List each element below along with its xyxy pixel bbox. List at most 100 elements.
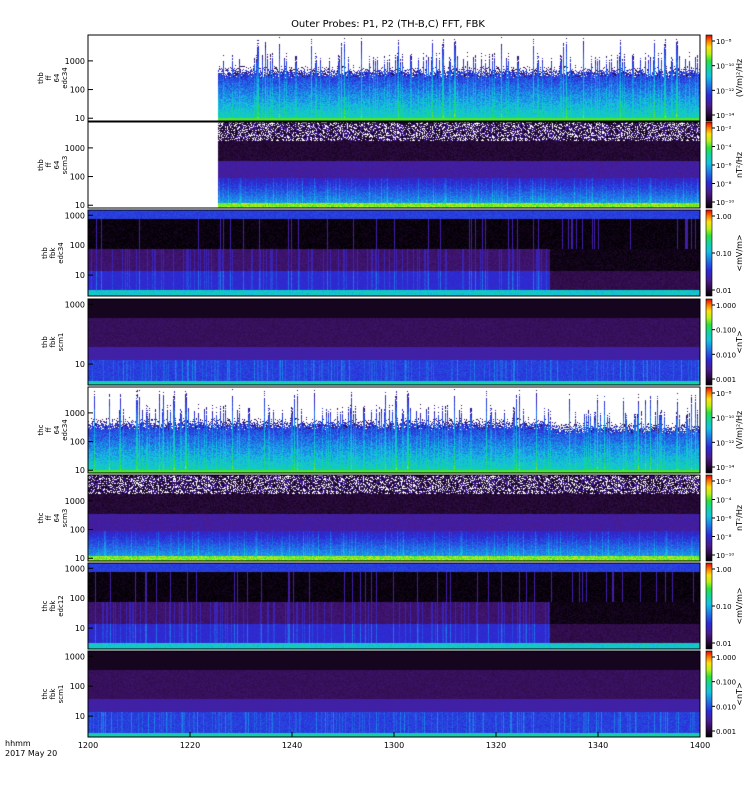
- y-tick-label: 10: [75, 554, 85, 563]
- colorbar-tick-label: 1.000: [716, 302, 736, 310]
- panel-frame: [87, 298, 701, 386]
- panel-ylabel: thc ff 64 edc34: [37, 419, 69, 441]
- ylabel-line: edc34: [61, 67, 69, 89]
- spectrogram-image: [88, 122, 700, 208]
- ylabel-line: thc: [37, 424, 45, 435]
- x-tick-label: 1340: [588, 741, 608, 750]
- colorbar-tick-label: 10⁻¹⁰: [716, 63, 734, 71]
- panel-ylabel: thb fbk scm1: [41, 333, 65, 352]
- colorbar-tick-label: 10⁻¹²: [716, 87, 734, 95]
- colorbar-tick-label: 0.010: [716, 351, 736, 359]
- panel-ylabel: thb ff 64 scm3: [37, 156, 69, 175]
- colorbar-unit: <mV/m>: [735, 587, 744, 624]
- footer-date: 2017 May 20: [5, 749, 57, 758]
- colorbar-tick-label: 10⁻²: [716, 478, 732, 486]
- y-tick-label: 1000: [65, 564, 85, 573]
- y-tick-label: 100: [70, 438, 85, 447]
- panel-ylabel: thc fbk scm1: [41, 685, 65, 704]
- colorbar-unit: (V/m)²/Hz: [735, 411, 744, 449]
- y-tick-label: 10: [75, 624, 85, 633]
- colorbar-tick-label: 10⁻⁶: [716, 162, 732, 170]
- colorbar-tick-label: 10⁻⁸: [716, 534, 732, 542]
- x-tick-label: 1300: [384, 741, 404, 750]
- y-tick-label: 100: [70, 526, 85, 535]
- panel-ylabel: thb fbk edc34: [41, 242, 65, 264]
- colorbar-tick-label: 1.00: [716, 213, 732, 221]
- ylabel-line: 64: [53, 425, 61, 434]
- colorbar-unit: nT²/Hz: [735, 505, 744, 531]
- colorbar-tick-label: 10⁻⁴: [716, 497, 732, 505]
- ylabel-line: scm1: [57, 333, 65, 352]
- y-tick-label: 10: [75, 466, 85, 475]
- y-tick-label: 100: [70, 86, 85, 95]
- x-tick-label: 1400: [690, 741, 710, 750]
- ylabel-line: 64: [53, 73, 61, 82]
- colorbar-unit: nT²/Hz: [735, 152, 744, 178]
- spectrogram-image: [88, 563, 700, 649]
- ylabel-line: thb: [41, 247, 49, 259]
- spectrogram-image: [88, 35, 700, 121]
- spectrogram-image: [88, 475, 700, 561]
- y-tick-label: 1000: [65, 211, 85, 220]
- colorbar-tick-label: 10⁻¹⁴: [716, 112, 734, 120]
- colorbar: [705, 474, 713, 562]
- panel-frame: [87, 386, 701, 474]
- ylabel-line: scm3: [61, 156, 69, 175]
- y-tick-label: 100: [70, 173, 85, 182]
- colorbar: [705, 209, 713, 297]
- spectrogram-panel: 10 100 1000 thb ff 64 scm3 10⁻² 10⁻⁴ 10⁻⁶ 10⁻⁸ 10⁻¹…: [37, 121, 744, 210]
- colorbar-tick-label: 0.001: [716, 728, 736, 736]
- colorbar-tick-label: 10⁻⁸: [716, 390, 732, 398]
- ylabel-line: thb: [37, 159, 45, 171]
- panel-ylabel: thc fbk edc12: [41, 595, 65, 617]
- colorbar-tick-label: 10⁻¹⁴: [716, 464, 734, 472]
- ylabel-line: 64: [53, 513, 61, 522]
- spectrogram-image: [88, 387, 700, 473]
- ylabel-line: ff: [45, 75, 53, 80]
- ylabel-line: edc12: [57, 595, 65, 617]
- spectrogram-panel: 10 1000 thb fbk scm1 1.000 0.100 0.010 0.001 <nT>: [41, 298, 744, 386]
- colorbar-tick-label: 0.01: [716, 287, 732, 295]
- colorbar: [705, 298, 713, 386]
- panel-frame: [87, 121, 701, 209]
- x-tick-label: 1320: [486, 741, 506, 750]
- colorbar: [705, 562, 713, 650]
- ylabel-line: ff: [45, 515, 53, 520]
- y-tick-label: 10: [75, 201, 85, 210]
- spectrogram-panel: 10 100 1000 thc fbk edc12 1.00 0.10 0.01 <mV/m>: [41, 562, 744, 650]
- y-tick-label: 100: [70, 682, 85, 691]
- colorbar: [705, 386, 713, 474]
- spectrogram-image: [88, 210, 700, 296]
- panel-frame: [87, 562, 701, 650]
- spectrogram-panel: 10 100 1000 thb fbk edc34 1.00 0.10 0.01 <mV/m>: [41, 209, 744, 297]
- colorbar-tick-label: 10⁻⁴: [716, 144, 732, 152]
- ylabel-line: thc: [41, 688, 49, 699]
- colorbar-tick-label: 10⁻¹⁰: [716, 552, 734, 560]
- spectrogram-panel: 10 100 1000 thc ff 64 scm3 10⁻² 10⁻⁴ 10⁻⁶ 10⁻⁸ 10⁻¹…: [37, 474, 744, 563]
- y-tick-label: 1000: [65, 57, 85, 66]
- panel-ylabel: thc ff 64 scm3: [37, 509, 69, 528]
- ylabel-line: fbk: [49, 688, 57, 700]
- ylabel-line: edc34: [57, 242, 65, 264]
- colorbar-unit: (V/m)²/Hz: [735, 59, 744, 97]
- colorbar: [705, 121, 713, 209]
- x-tick-label: 1240: [282, 741, 302, 750]
- y-tick-label: 1000: [65, 497, 85, 506]
- colorbar-tick-label: 10⁻⁶: [716, 515, 732, 523]
- colorbar-tick-label: 1.000: [716, 654, 736, 662]
- y-tick-label: 10: [75, 360, 85, 369]
- colorbar-tick-label: 10⁻⁸: [716, 181, 732, 189]
- colorbar-tick-label: 0.10: [716, 603, 732, 611]
- x-tick-label: 1200: [78, 741, 98, 750]
- figure-title: Outer Probes: P1, P2 (TH-B,C) FFT, FBK: [291, 19, 485, 30]
- ylabel-line: scm1: [57, 685, 65, 704]
- y-tick-label: 1000: [65, 144, 85, 153]
- colorbar-unit: <mV/m>: [735, 234, 744, 271]
- footer-hhmm: hhmm: [5, 739, 31, 748]
- panel-frame: [87, 474, 701, 562]
- panel-frame: [87, 34, 701, 122]
